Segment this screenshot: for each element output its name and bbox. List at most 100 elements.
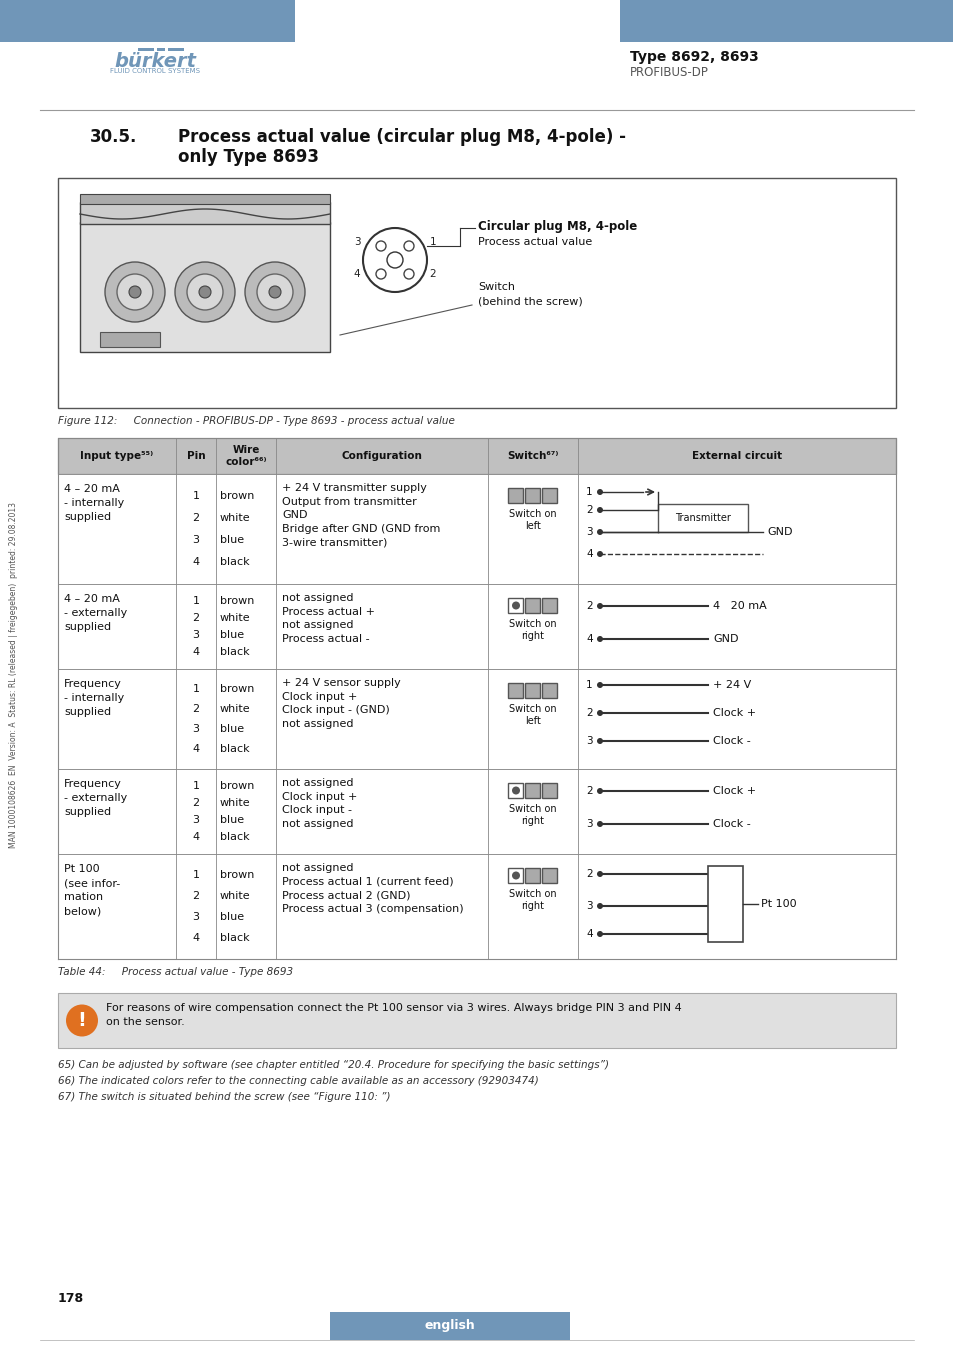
Text: 66) The indicated colors refer to the connecting cable available as an accessory: 66) The indicated colors refer to the co…	[58, 1076, 538, 1085]
Text: Switch on: Switch on	[509, 620, 557, 629]
Circle shape	[597, 710, 602, 716]
Text: Transmitter: Transmitter	[675, 513, 730, 522]
Circle shape	[597, 489, 602, 495]
Text: 1: 1	[193, 782, 199, 791]
Text: Clock -: Clock -	[712, 736, 750, 747]
Bar	[100, 332, 160, 347]
Bar	[330, 1312, 569, 1341]
Circle shape	[174, 262, 234, 323]
Text: !: !	[77, 1011, 87, 1030]
Text: brown: brown	[220, 684, 254, 694]
Text: 3: 3	[585, 819, 592, 829]
Text: Pt 100
(see infor-
mation
below): Pt 100 (see infor- mation below)	[64, 864, 120, 917]
Circle shape	[597, 871, 602, 878]
Text: 30.5.: 30.5.	[90, 128, 137, 146]
Text: 4: 4	[193, 558, 199, 567]
Bar	[525, 683, 540, 698]
Bar	[542, 683, 557, 698]
Text: Switch⁶⁷⁾: Switch⁶⁷⁾	[507, 451, 558, 460]
Text: 1: 1	[585, 680, 592, 690]
Circle shape	[597, 682, 602, 688]
Text: 3: 3	[354, 238, 360, 247]
Text: 2: 2	[585, 786, 592, 796]
Text: black: black	[220, 832, 250, 842]
Text: brown: brown	[220, 491, 254, 501]
Text: + 24 V sensor supply
Clock input +
Clock input - (GND)
not assigned: + 24 V sensor supply Clock input + Clock…	[282, 678, 400, 729]
Bar	[508, 487, 523, 504]
Circle shape	[512, 872, 519, 879]
Text: not assigned
Process actual 1 (current feed)
Process actual 2 (GND)
Process actu: not assigned Process actual 1 (current f…	[282, 863, 463, 914]
Text: blue: blue	[220, 815, 244, 825]
Circle shape	[403, 242, 414, 251]
Bar	[168, 49, 184, 51]
Circle shape	[117, 274, 152, 310]
Text: white: white	[220, 798, 251, 809]
Bar	[80, 194, 330, 204]
Text: not assigned
Process actual +
not assigned
Process actual -: not assigned Process actual + not assign…	[282, 593, 375, 644]
Circle shape	[66, 1004, 98, 1037]
Text: white: white	[220, 513, 251, 522]
Text: english: english	[424, 1319, 475, 1332]
Text: black: black	[220, 933, 250, 944]
Text: 1: 1	[429, 238, 436, 247]
Bar	[542, 487, 557, 504]
Text: blue: blue	[220, 535, 244, 545]
Text: Switch: Switch	[477, 282, 515, 292]
Bar	[707, 865, 742, 942]
Text: 3: 3	[193, 535, 199, 545]
Text: 4: 4	[193, 832, 199, 842]
Circle shape	[597, 508, 602, 513]
Text: Process actual value: Process actual value	[477, 238, 592, 247]
Text: 4: 4	[193, 647, 199, 657]
Text: bürkert: bürkert	[113, 53, 195, 72]
Circle shape	[187, 274, 223, 310]
Bar	[80, 202, 330, 224]
Bar	[58, 855, 895, 958]
Text: + 24 V: + 24 V	[712, 680, 750, 690]
Text: 2: 2	[585, 505, 592, 514]
Text: For reasons of wire compensation connect the Pt 100 sensor via 3 wires. Always b: For reasons of wire compensation connect…	[106, 1003, 681, 1027]
Text: blue: blue	[220, 724, 244, 734]
Text: Switch on: Switch on	[509, 509, 557, 518]
Text: 4: 4	[585, 549, 592, 559]
Circle shape	[597, 931, 602, 937]
Text: white: white	[220, 891, 251, 900]
Bar	[525, 487, 540, 504]
Text: GND: GND	[712, 634, 738, 644]
Bar	[508, 868, 523, 883]
Text: Switch on: Switch on	[509, 703, 557, 714]
Circle shape	[403, 269, 414, 279]
Text: (behind the screw): (behind the screw)	[477, 296, 582, 306]
Bar	[542, 868, 557, 883]
Circle shape	[597, 551, 602, 558]
Text: black: black	[220, 558, 250, 567]
Text: 3: 3	[193, 724, 199, 734]
Text: left: left	[524, 521, 540, 531]
Bar	[58, 437, 895, 474]
Circle shape	[387, 252, 402, 269]
Circle shape	[597, 529, 602, 535]
Text: Frequency
- internally
supplied: Frequency - internally supplied	[64, 679, 124, 717]
Bar	[525, 868, 540, 883]
Text: Figure 112:     Connection - PROFIBUS-DP - Type 8693 - process actual value: Figure 112: Connection - PROFIBUS-DP - T…	[58, 416, 455, 427]
Bar	[0, 0, 294, 42]
Circle shape	[105, 262, 165, 323]
Circle shape	[597, 903, 602, 909]
Text: Switch on: Switch on	[509, 805, 557, 814]
Text: 4 – 20 mA
- internally
supplied: 4 – 20 mA - internally supplied	[64, 485, 124, 522]
Text: 3: 3	[193, 630, 199, 640]
Text: right: right	[521, 630, 544, 641]
Text: Type 8692, 8693: Type 8692, 8693	[629, 50, 758, 63]
Bar	[80, 221, 330, 352]
Text: 1: 1	[585, 487, 592, 497]
Bar	[58, 769, 895, 855]
Text: 3: 3	[585, 736, 592, 747]
Text: brown: brown	[220, 595, 254, 606]
Text: blue: blue	[220, 913, 244, 922]
Bar	[525, 598, 540, 613]
Text: Process actual value (circular plug M8, 4-pole) -: Process actual value (circular plug M8, …	[178, 128, 625, 146]
Text: right: right	[521, 815, 544, 826]
Text: FLUID CONTROL SYSTEMS: FLUID CONTROL SYSTEMS	[110, 68, 200, 74]
Text: Input type⁵⁵⁾: Input type⁵⁵⁾	[80, 451, 153, 460]
Text: Circular plug M8, 4-pole: Circular plug M8, 4-pole	[477, 220, 637, 234]
